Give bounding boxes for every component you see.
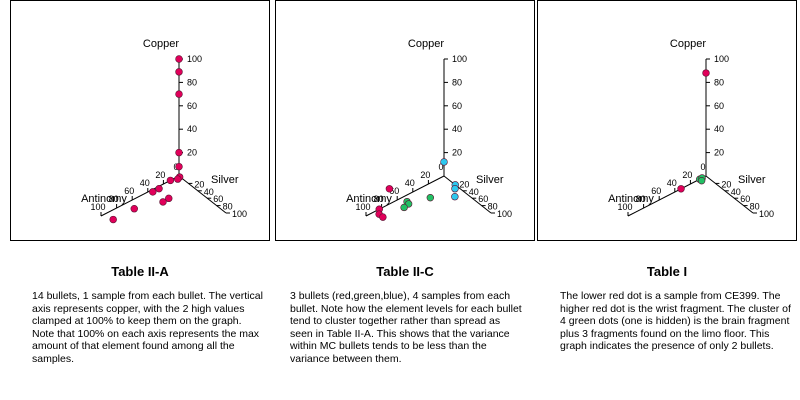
data-point-bullets (149, 188, 157, 196)
silver-tick-label: 100 (232, 209, 247, 219)
scatter-3d-chart: 1008060402010080604020020406080100Copper… (81, 38, 247, 224)
copper-tick-label: 100 (452, 54, 467, 64)
antimony-tick-label: 80 (374, 194, 384, 204)
data-point-bullets (165, 194, 173, 203)
antimony-tick-label: 100 (617, 202, 632, 212)
data-point-bullets (109, 215, 117, 224)
data-point-bullets (175, 162, 183, 171)
chart-caption: 14 bullets, 1 sample from each bullet. T… (32, 290, 263, 365)
silver-tick-label: 80 (488, 202, 498, 212)
silver-tick-label: 100 (497, 209, 512, 219)
chart-title: Table II-C (376, 264, 434, 279)
copper-tick-label: 40 (452, 124, 462, 134)
antimony-tick-label: 0 (438, 162, 443, 172)
panel-table-2a: 1008060402010080604020020406080100Copper… (10, 0, 270, 400)
silver-axis-label: Silver (476, 174, 504, 186)
copper-tick-label: 60 (452, 101, 462, 111)
copper-tick-label: 100 (714, 54, 729, 64)
data-point-bullets (175, 68, 183, 76)
antimony-axis-label: Antinomy (608, 193, 654, 205)
chart-caption: 3 bullets (red,green,blue), 4 samples fr… (290, 290, 522, 365)
copper-tick-label: 20 (714, 148, 724, 158)
antimony-tick-label: 100 (90, 202, 105, 212)
chart-frame: 1008060402010080604020020406080100Copper… (10, 0, 270, 241)
silver-tick-label: 20 (721, 179, 731, 189)
copper-axis-label: Copper (670, 38, 706, 50)
copper-tick-label: 60 (187, 101, 197, 111)
copper-tick-label: 60 (714, 101, 724, 111)
panel-table-1: 100 80 60 40 20 100 80 60 40 20 0 20 40 60 80 100 Copper… (537, 0, 797, 400)
silver-tick-label: 100 (759, 209, 774, 219)
antimony-tick-label: 40 (405, 178, 415, 188)
antimony-tick-label: 80 (109, 194, 119, 204)
copper-axis-label: Copper (408, 38, 444, 50)
silver-tick-label: 60 (213, 194, 223, 204)
data-point-bullets (175, 55, 183, 63)
data-point-green (400, 203, 408, 212)
antimony-tick-label: 20 (682, 170, 692, 180)
scatter-3d-chart: 1008060402010080604020020406080100Copper… (608, 38, 774, 219)
antimony-tick-label: 60 (651, 186, 661, 196)
antimony-tick-label: 20 (155, 170, 165, 180)
antimony-tick-label: 80 (636, 194, 646, 204)
chart-caption: The lower red dot is a sample from CE399… (560, 290, 791, 353)
copper-tick-label: 80 (714, 77, 724, 87)
antimony-tick-label: 100 (355, 202, 370, 212)
silver-tick-label: 20 (194, 179, 204, 189)
panel-table-2c: 100 80 60 40 20 100 80 60 40 20 0 20 40 60 80 100 Copper… (275, 0, 535, 400)
silver-axis-line (443, 175, 492, 214)
data-point-bullets (155, 184, 163, 193)
copper-tick-label: 80 (452, 77, 462, 87)
silver-tick-label: 20 (459, 179, 469, 189)
copper-axis-label: Copper (143, 38, 179, 50)
antimony-tick-label: 20 (420, 170, 430, 180)
data-point-bullets (175, 148, 183, 157)
data-point-green (426, 193, 435, 202)
silver-tick-label: 40 (731, 187, 741, 197)
silver-tick-label: 60 (478, 194, 488, 204)
data-point-blue (451, 193, 459, 201)
antimony-axis-line (627, 175, 707, 217)
data-point-green (697, 176, 706, 185)
antimony-axis-label: Antinomy (346, 193, 392, 205)
silver-tick-label: 80 (750, 202, 760, 212)
silver-tick-label: 60 (740, 194, 750, 204)
silver-tick-label: 40 (204, 187, 214, 197)
chart-title: Table II-A (111, 264, 169, 279)
data-point-bullets (166, 176, 175, 185)
chart-title: Table I (646, 264, 688, 279)
scatter-3d-chart: 1008060402010080604020020406080100Copper… (346, 38, 512, 221)
antimony-tick-label: 60 (124, 186, 134, 196)
copper-tick-label: 100 (187, 54, 202, 64)
copper-tick-label: 40 (714, 124, 724, 134)
silver-axis-label: Silver (738, 174, 766, 186)
silver-tick-label: 40 (469, 187, 479, 197)
data-point-red (702, 69, 710, 77)
silver-axis-label: Silver (211, 174, 239, 186)
antimony-axis-line (100, 175, 180, 217)
silver-axis-line (178, 175, 227, 214)
copper-tick-label: 20 (187, 148, 197, 158)
data-point-bullets (159, 198, 167, 206)
antimony-tick-label: 0 (700, 162, 705, 172)
antimony-tick-label: 40 (667, 178, 677, 188)
data-point-red (379, 213, 387, 221)
copper-tick-label: 20 (452, 148, 462, 158)
data-point-bullets (175, 90, 183, 98)
data-point-red (385, 185, 394, 193)
data-point-blue (440, 158, 448, 166)
copper-tick-label: 80 (187, 77, 197, 87)
antimony-axis-label: Antinomy (81, 193, 127, 205)
silver-axis-line (705, 175, 754, 214)
antimony-tick-label: 40 (140, 178, 150, 188)
copper-tick-label: 40 (187, 124, 197, 134)
data-point-red (677, 185, 685, 193)
data-point-blue (451, 185, 459, 193)
data-point-bullets (174, 175, 182, 183)
data-point-bullets (130, 205, 138, 213)
silver-tick-label: 80 (223, 202, 233, 212)
antimony-tick-label: 60 (389, 186, 399, 196)
